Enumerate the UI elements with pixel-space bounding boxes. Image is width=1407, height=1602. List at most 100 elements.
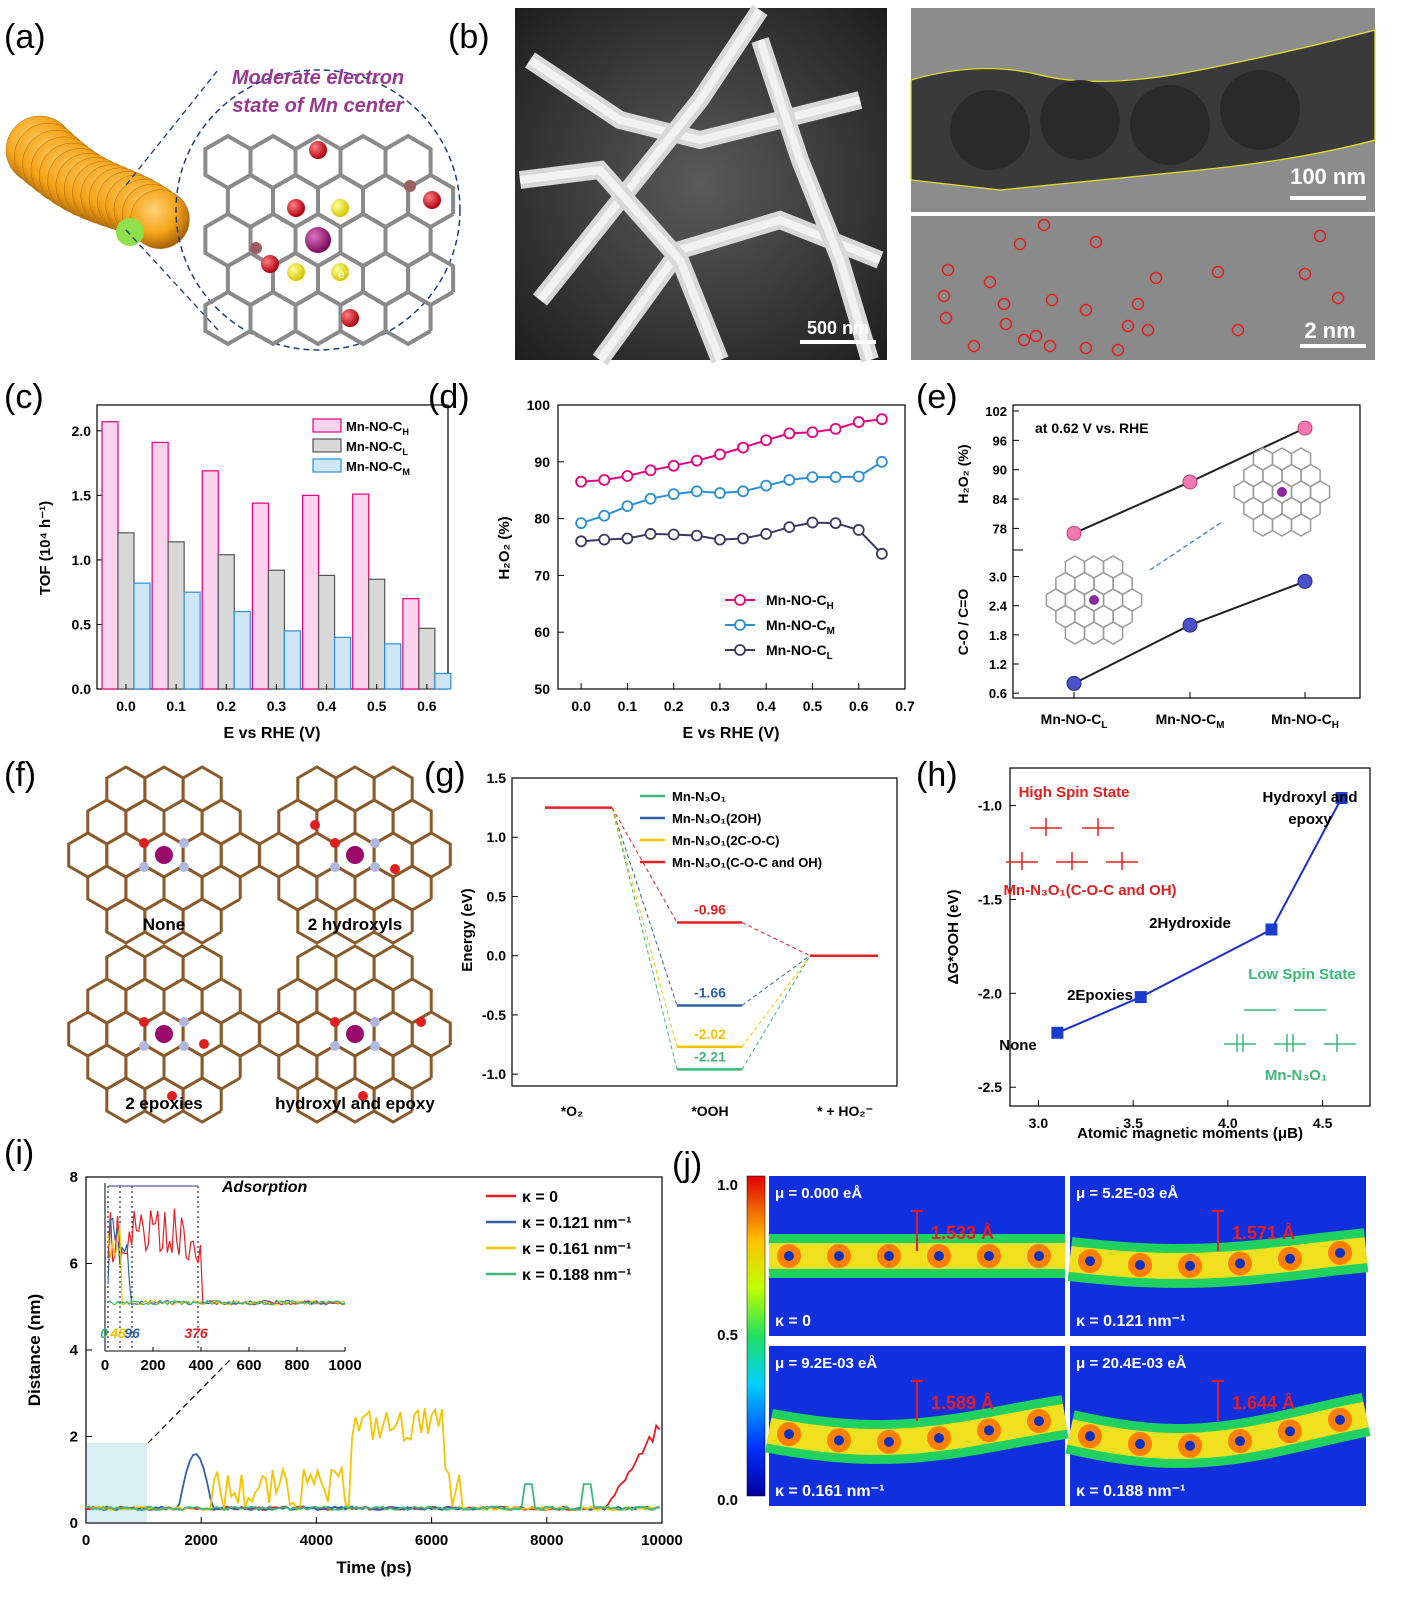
nanofiber-highlight [536, 7, 764, 303]
bar-m [133, 582, 151, 690]
legend-label: Mn-N₃O₁(2OH) [672, 811, 761, 826]
atom-core [1085, 1431, 1095, 1442]
single-atom-marker [1331, 291, 1345, 305]
atom-core [1135, 1438, 1145, 1449]
energy-value: -2.21 [694, 1048, 726, 1064]
y-tick-label: 100 [527, 397, 551, 413]
dopant-atom [179, 838, 189, 848]
y-tick-label: -2.0 [978, 985, 1002, 1001]
x-tick-label: 0.5 [367, 698, 387, 714]
bar-h [201, 470, 219, 690]
panel-label-f: (f) [4, 756, 36, 794]
mn-atom [305, 227, 331, 253]
spin-state-title: High Spin State [1019, 784, 1130, 801]
point-label: None [999, 1037, 1037, 1054]
y-tick-label: 70 [534, 567, 550, 583]
x-tick-label: 2000 [185, 1532, 218, 1549]
y-tick-label: 78 [993, 521, 1007, 536]
point-label: 2Hydroxide [1149, 915, 1231, 932]
transform-arrow [1149, 521, 1223, 571]
connector [611, 807, 678, 1070]
atom-core [834, 1251, 844, 1261]
dopant-atom [370, 838, 380, 848]
bond-length-label: 1.589 Å [931, 1393, 994, 1413]
callout-line [125, 229, 219, 331]
carbon-hexagon [372, 1076, 414, 1124]
mn-atom [155, 846, 173, 864]
series-point [598, 474, 611, 486]
colorbar-tick: 0.0 [717, 1492, 738, 1509]
x-tick-label: 0.0 [571, 698, 591, 714]
mn-atom [155, 1025, 173, 1043]
spin-state-title: Low Spin State [1248, 966, 1356, 983]
atom-core [1034, 1251, 1044, 1261]
data-point [1134, 991, 1147, 1004]
series-point [667, 528, 680, 541]
particle [950, 90, 1030, 170]
dopant-atom [139, 1017, 149, 1027]
mn-atom [1277, 487, 1287, 497]
mn-atom [1089, 595, 1099, 605]
y-tick-label: -0.5 [482, 1007, 506, 1023]
y-tick-label: -1.5 [978, 891, 1002, 907]
atom-core [1135, 1259, 1145, 1270]
x-tick-label: 0.3 [710, 698, 730, 714]
carbon-hexagon [372, 897, 414, 945]
single-atom-marker [1111, 343, 1125, 357]
y-tick-label: -2.5 [978, 1079, 1002, 1095]
single-atom-marker [1013, 237, 1027, 251]
y-tick-label: 50 [534, 681, 550, 697]
structure-label: 2 hydroxyls [308, 915, 403, 934]
y-tick-label: 1.5 [72, 487, 92, 503]
legend-label: Mn-NO-CL [766, 642, 833, 662]
x-axis-label: Atomic magnetic moments (μB) [1077, 1125, 1303, 1142]
data-point [1297, 420, 1313, 436]
atom [341, 309, 359, 327]
hydrogen-atom [250, 242, 262, 254]
legend-label: Mn-NO-CH [346, 419, 409, 437]
single-atom-marker [999, 317, 1013, 331]
x-axis-label: E vs RHE (V) [683, 725, 780, 742]
dopant-atom [330, 1017, 340, 1027]
legend-marker [734, 619, 746, 631]
single-atom-marker [1313, 229, 1327, 243]
atom-core [1285, 1253, 1295, 1264]
hydrogen-atom [404, 180, 416, 192]
legend-label: Mn-N₃O₁(C-O-C and OH) [672, 855, 822, 870]
lattice-hexagon [383, 289, 433, 347]
inset-tick-label: 600 [236, 1357, 261, 1374]
energy-value: -2.02 [694, 1026, 726, 1042]
atom [423, 191, 441, 209]
x-axis-label: Time (ps) [336, 1558, 411, 1577]
inset-mark-label: 0 [100, 1325, 108, 1341]
single-atom-marker [997, 297, 1011, 311]
data-point [1182, 617, 1198, 633]
x-tick-label: Mn-NO-CM [1156, 711, 1225, 731]
hydroxyl [390, 864, 400, 874]
x-tick-label: *OOH [691, 1103, 728, 1119]
legend-marker [734, 644, 746, 656]
panel-label-b: (b) [448, 18, 490, 56]
point-label: Hydroxyl and [1262, 789, 1357, 806]
y-tick-label: 3.0 [989, 570, 1007, 585]
y-tick-label: 2.0 [72, 423, 92, 439]
series-point [714, 487, 726, 499]
legend-label: Mn-NO-CH [766, 592, 834, 612]
x-tick-label: 3.5 [1123, 1115, 1143, 1131]
curvature-label: κ = 0 [775, 1313, 811, 1330]
y-tick-label: 0.5 [72, 616, 92, 632]
atom-core [784, 1429, 794, 1440]
series-point [621, 500, 634, 513]
plot-frame-g [511, 777, 898, 1087]
x-axis-label: E vs RHE (V) [224, 725, 321, 742]
plot-frame-e [1012, 404, 1361, 699]
x-tick-label: Mn-NO-CH [1271, 711, 1339, 731]
series-point [760, 434, 773, 447]
panel-label-e: (e) [916, 378, 958, 416]
carbon-hexagon [181, 897, 223, 945]
atom-core [1235, 1436, 1245, 1447]
spin-state-name: Mn-N₃O₁ [1265, 1067, 1327, 1084]
atom [331, 199, 349, 217]
atom-core [884, 1436, 894, 1447]
